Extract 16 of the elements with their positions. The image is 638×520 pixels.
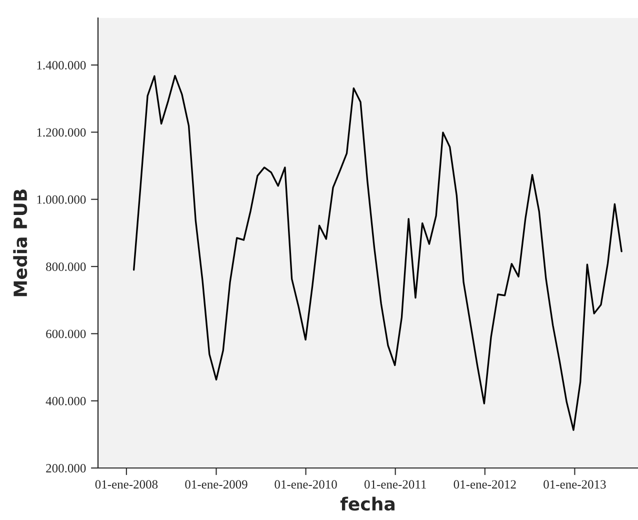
- y-tick-label: 400.000: [46, 396, 86, 406]
- x-tick-label: 01-ene-2008: [95, 480, 158, 489]
- y-tick-label: 200.000: [46, 464, 86, 473]
- y-tick-label: 800.000: [46, 262, 86, 272]
- x-tick-label: 01-ene-2013: [544, 480, 606, 489]
- x-tick-label: 01-ene-2010: [274, 480, 337, 489]
- x-tick-label: 01-ene-2012: [454, 480, 516, 489]
- x-axis-title: fecha: [340, 496, 394, 511]
- y-tick-label: 600.000: [46, 330, 86, 338]
- y-tick-label: 1.400.000: [37, 61, 86, 70]
- x-tick-label: 01-ene-2009: [185, 480, 248, 489]
- line-series: [132, 74, 622, 431]
- x-tick-label: 01-ene-2011: [364, 480, 426, 489]
- y-axis-title: Media PUB: [13, 190, 28, 296]
- y-tick-label: 1.000.000: [37, 195, 86, 204]
- y-tick-label: 1.200.000: [37, 128, 86, 137]
